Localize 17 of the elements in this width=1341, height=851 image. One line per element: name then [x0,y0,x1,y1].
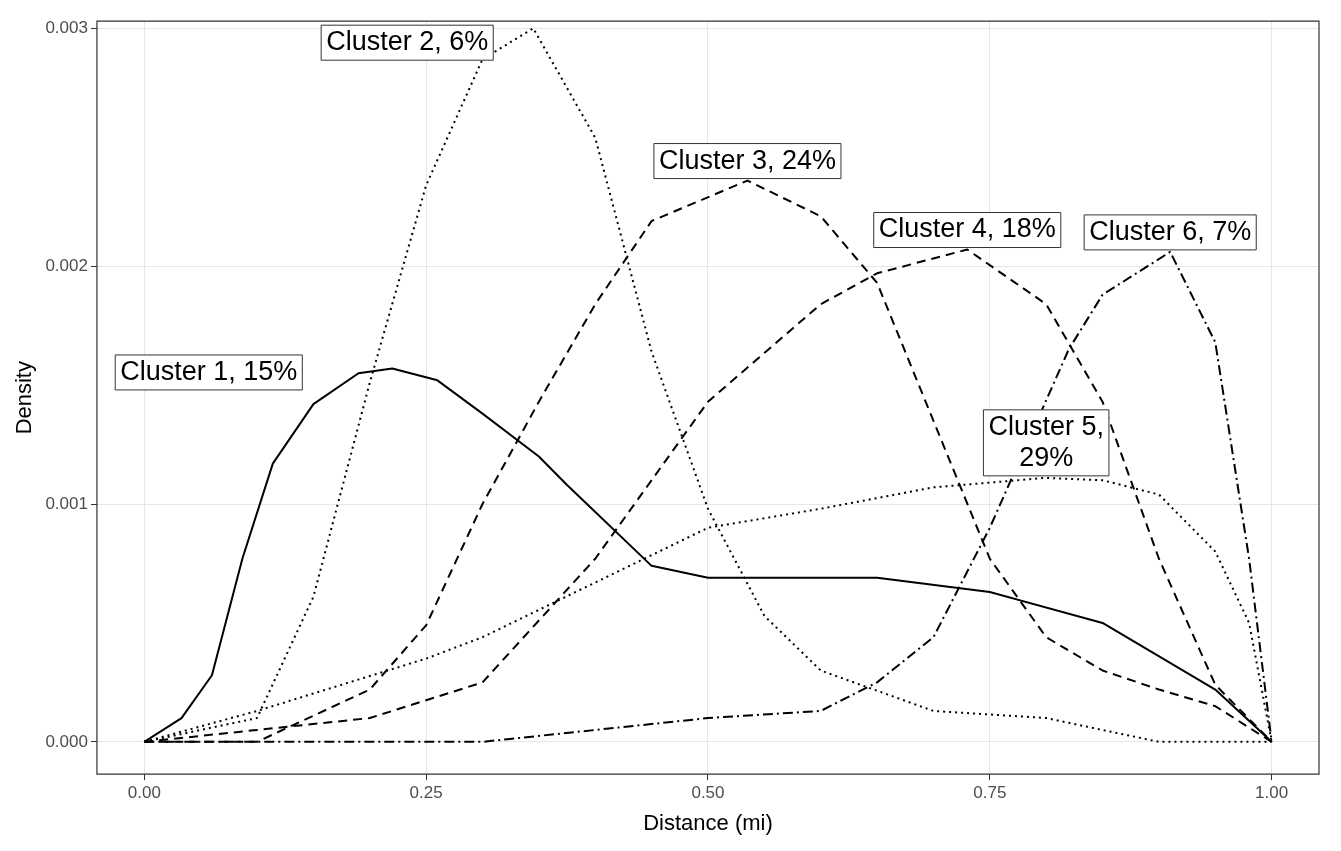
series-label: Cluster 6, 7% [1089,215,1252,246]
series-label: Cluster 5, 29% [988,410,1104,472]
series-label: Cluster 4, 18% [878,213,1056,244]
x-tick-label: 1.00 [1255,783,1289,803]
y-axis-title: Density [11,361,37,435]
y-tick-label: 0.003 [45,18,88,38]
series-label: Cluster 1, 15% [120,355,298,386]
x-tick-label: 0.00 [127,783,161,803]
y-tick-label: 0.001 [45,493,88,513]
y-tick-label: 0.002 [45,255,88,275]
series-label: Cluster 2, 6% [326,26,489,57]
x-tick-label: 0.75 [973,783,1007,803]
x-tick-label: 0.50 [691,783,725,803]
series-label: Cluster 3, 24% [658,144,836,175]
x-tick-label: 0.25 [409,783,443,803]
x-axis-title: Distance (mi) [643,809,773,835]
y-tick-label: 0.000 [45,731,88,751]
